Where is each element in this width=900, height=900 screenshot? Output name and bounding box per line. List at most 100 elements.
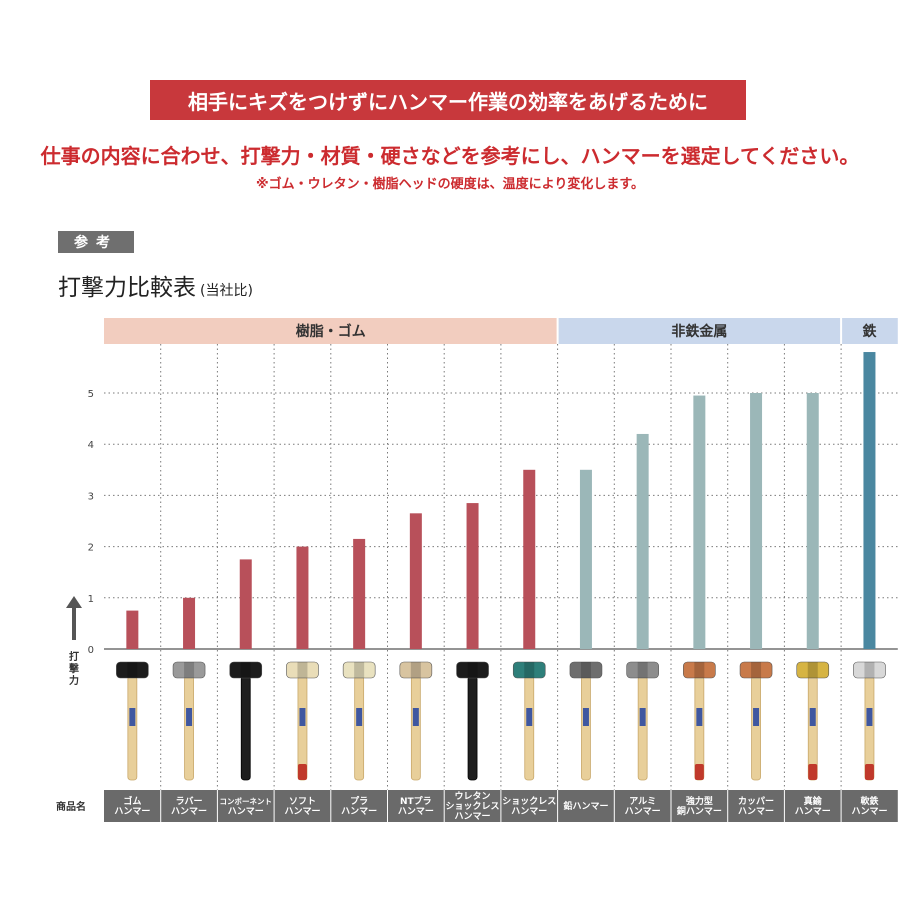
product-name-label: プラ: [350, 795, 368, 807]
hammer-handle-label: [356, 708, 363, 726]
group-header-band: [841, 318, 898, 344]
bar: [693, 395, 706, 649]
hammer-head-collar: [354, 662, 365, 678]
hammer-handle-label: [809, 708, 816, 726]
hammer-head-collar: [184, 662, 195, 678]
hammer-head-collar: [580, 662, 591, 678]
group-header-label: 樹脂・ゴム: [296, 323, 366, 340]
subtitle: 仕事の内容に合わせ、打撃力・材質・硬さなどを参考にし、ハンマーを選定してください…: [40, 144, 860, 168]
product-name-label: ソフト: [289, 796, 316, 807]
hammer-handle-label: [412, 708, 419, 726]
hammer-head-collar: [637, 662, 648, 678]
hammer-head: [342, 661, 376, 679]
hammer-handle-label: [129, 708, 136, 726]
bar: [579, 469, 592, 649]
hammer-handle-label: [526, 708, 533, 726]
hammer-head-collar: [807, 662, 818, 678]
hammer-head: [286, 661, 319, 679]
group-header-band: [104, 318, 558, 344]
hammer-handle: [467, 675, 478, 781]
reference-label: 参考: [58, 231, 134, 253]
bar: [183, 597, 196, 649]
hammer-head: [569, 661, 603, 679]
table-title-sub: (当社比): [200, 283, 253, 299]
hammer-handle-tip: [864, 764, 874, 780]
hammer-handle: [184, 675, 194, 781]
hammer-handle-label: [696, 708, 703, 726]
y-tick-label: 4: [88, 440, 94, 451]
hammer-head: [456, 661, 489, 679]
product-name-label: 軟鉄: [860, 795, 879, 807]
hammer-head: [626, 661, 659, 679]
hammer-head: [853, 661, 886, 679]
hammer-head: [512, 661, 546, 679]
hammer-handle-label: [186, 708, 193, 726]
bar: [466, 503, 479, 649]
bar: [523, 469, 536, 649]
hammer-handle: [751, 675, 761, 781]
hammer-head: [229, 661, 263, 679]
hammer-handle-tip: [694, 764, 704, 780]
hammer-handle: [581, 675, 591, 781]
product-name-label: ハンマー: [455, 811, 491, 822]
product-name-label: ラバー: [176, 796, 203, 807]
hammer-head-collar: [467, 662, 478, 678]
bar: [409, 513, 422, 649]
hammer-handle: [524, 675, 535, 781]
hammer-handle: [637, 675, 648, 781]
group-header-band: [557, 318, 842, 344]
y-axis-label-char: 力: [69, 674, 79, 687]
temperature-note: ※ゴム・ウレタン・樹脂ヘッドの硬度は、温度により変化します。: [255, 177, 645, 192]
hammer-head: [683, 661, 716, 679]
product-name-label: コンポーネント: [220, 796, 273, 806]
hammer-head: [399, 661, 433, 679]
hammer-head: [796, 661, 830, 679]
hammer-handle-label: [582, 708, 589, 726]
bar: [296, 546, 309, 649]
hammer-handle-label: [866, 708, 873, 726]
group-header-label: 鉄: [862, 323, 877, 340]
y-tick-label: 2: [88, 543, 94, 554]
product-name-label: ハンマー: [398, 806, 434, 817]
y-axis-arrow-icon: [66, 596, 82, 640]
hammer-head-collar: [694, 662, 705, 678]
hammer-handle-tip: [808, 764, 818, 780]
hammer-handle: [240, 675, 251, 781]
hammer-head-collar: [297, 662, 308, 678]
product-name-label: 鉛ハンマー: [562, 800, 608, 812]
hammer-handle-label: [299, 708, 306, 726]
hammer-head-collar: [864, 662, 875, 678]
product-name-label: ハンマー: [511, 806, 547, 817]
product-name-label: ハンマー: [171, 806, 207, 817]
group-header-label: 非鉄金属: [671, 323, 727, 340]
hammer-head-collar: [524, 662, 535, 678]
hammer-head: [172, 661, 206, 679]
headline-banner: 相手にキズをつけずにハンマー作業の効率をあげるために: [150, 80, 746, 120]
bar: [239, 559, 252, 649]
bar: [126, 610, 139, 649]
product-name-label: ショックレス: [446, 801, 500, 812]
bar: [863, 352, 876, 649]
product-name-label: カッパー: [738, 795, 774, 807]
hammer-head: [116, 661, 149, 679]
bar: [353, 538, 366, 649]
product-name-label: アルミ: [629, 796, 656, 807]
product-name-label: 銅ハンマー: [677, 805, 722, 817]
product-name-label: NTプラ: [400, 795, 432, 807]
product-name-label: ハンマー: [228, 806, 264, 817]
product-name-label: ハンマー: [625, 806, 661, 817]
product-name-label: 強力型: [686, 795, 713, 807]
hammer-handle: [127, 675, 138, 781]
product-name-label: ショックレス: [502, 796, 556, 807]
table-title-main: 打撃力比較表: [58, 275, 196, 301]
product-name-label: ハンマー: [795, 806, 831, 817]
product-name-label: ハンマー: [114, 806, 150, 817]
product-name-label: ハンマー: [851, 806, 887, 817]
product-name-label: ハンマー: [738, 806, 774, 817]
hammer-handle: [410, 675, 421, 781]
product-name-label: ウレタン: [455, 790, 491, 802]
product-name-label: ハンマー: [284, 806, 320, 817]
y-axis-label-char: 打: [69, 650, 79, 663]
x-axis-label: 商品名: [56, 800, 86, 813]
